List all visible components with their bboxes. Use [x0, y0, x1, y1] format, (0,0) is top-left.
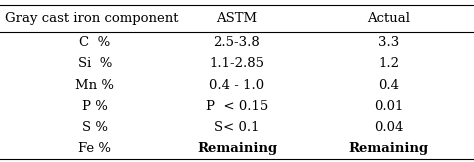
Text: 2.5-3.8: 2.5-3.8 — [214, 36, 260, 49]
Text: Mn %: Mn % — [75, 79, 114, 92]
Text: P  < 0.15: P < 0.15 — [206, 100, 268, 113]
Text: 0.04: 0.04 — [374, 121, 403, 134]
Text: P %: P % — [82, 100, 108, 113]
Text: Remaining: Remaining — [197, 142, 277, 155]
Text: 0.4: 0.4 — [378, 79, 399, 92]
Text: 0.01: 0.01 — [374, 100, 403, 113]
Text: Gray cast iron component: Gray cast iron component — [5, 12, 178, 25]
Text: 1.2: 1.2 — [378, 58, 399, 70]
Text: Fe %: Fe % — [78, 142, 111, 155]
Text: 1.1-2.85: 1.1-2.85 — [210, 58, 264, 70]
Text: S %: S % — [82, 121, 108, 134]
Text: 0.4 - 1.0: 0.4 - 1.0 — [210, 79, 264, 92]
Text: ASTM: ASTM — [217, 12, 257, 25]
Text: Remaining: Remaining — [348, 142, 429, 155]
Text: 3.3: 3.3 — [378, 36, 399, 49]
Text: C  %: C % — [79, 36, 110, 49]
Text: S< 0.1: S< 0.1 — [214, 121, 260, 134]
Text: Actual: Actual — [367, 12, 410, 25]
Text: Si  %: Si % — [78, 58, 112, 70]
